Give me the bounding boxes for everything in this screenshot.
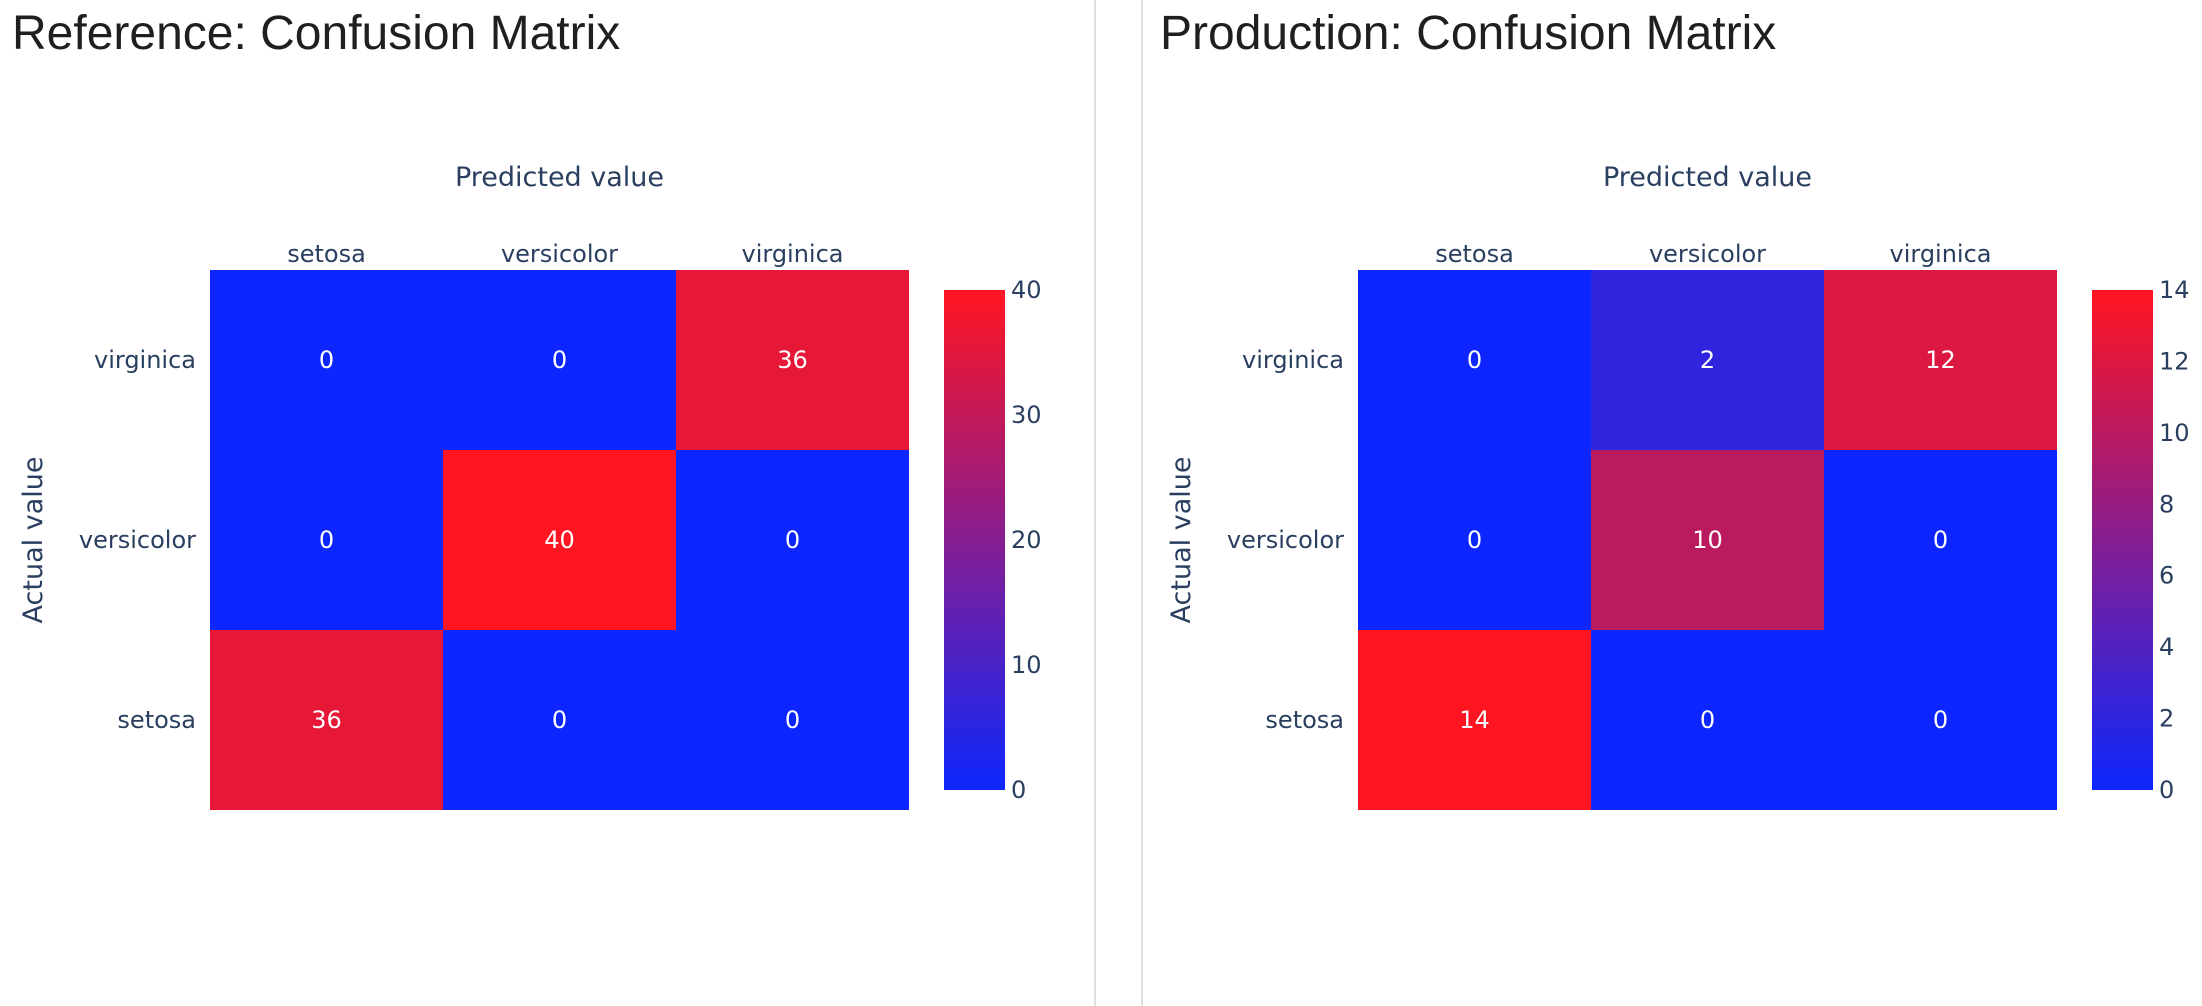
colorbar-tick-label: 2 [2159, 705, 2174, 733]
cell-value-label: 0 [1467, 526, 1482, 554]
colorbar-tick-label: 40 [1011, 276, 1042, 304]
production-confusion-matrix: Predicted value Actual value setosa versico… [1166, 162, 2190, 810]
x-tick-label: setosa [1435, 240, 1514, 268]
cell-value-label: 36 [311, 706, 342, 734]
heatmap-cell [1591, 450, 1824, 630]
heatmap-cell [1358, 270, 1591, 450]
x-tick-label: versicolor [501, 240, 618, 268]
heatmap-cell [676, 450, 909, 630]
colorbar-tick-label: 10 [1011, 651, 1042, 679]
heatmap-cell [443, 450, 676, 630]
cell-value-label: 0 [1933, 526, 1948, 554]
x-tick-label: virginica [1890, 240, 1992, 268]
reference-title: Reference: Confusion Matrix [12, 7, 621, 60]
heatmap-cell [676, 630, 909, 810]
y-tick-label: versicolor [79, 526, 196, 554]
heatmap-cell [443, 270, 676, 450]
x-axis-title: Predicted value [1603, 162, 1812, 193]
cell-value-label: 0 [552, 706, 567, 734]
heatmap-cell [1824, 450, 2057, 630]
cell-value-label: 0 [552, 346, 567, 374]
colorbar-tick-label: 6 [2159, 562, 2174, 590]
heatmap-cell [210, 630, 443, 810]
reference-confusion-matrix: Predicted value Actual value setosa versico… [18, 162, 1042, 810]
heatmap-cell [1591, 630, 1824, 810]
y-tick-label: setosa [117, 706, 196, 734]
heatmap-cell [1358, 630, 1591, 810]
cell-value-label: 10 [1692, 526, 1723, 554]
cell-value-label: 12 [1925, 346, 1956, 374]
cell-value-label: 0 [1933, 706, 1948, 734]
cell-value-label: 40 [544, 526, 575, 554]
colorbar [944, 290, 1005, 790]
heatmap-cell [443, 630, 676, 810]
heatmap-cell [1591, 270, 1824, 450]
panel-divider [1094, 0, 1096, 1006]
colorbar-tick-label: 30 [1011, 401, 1042, 429]
cell-value-label: 0 [785, 706, 800, 734]
y-tick-label: versicolor [1227, 526, 1344, 554]
x-tick-label: virginica [742, 240, 844, 268]
reference-panel: Reference: Confusion Matrix Predicted va… [0, 0, 1095, 1006]
panel-divider [1141, 0, 1143, 1006]
heatmap-cell [1824, 270, 2057, 450]
production-title: Production: Confusion Matrix [1160, 7, 1777, 60]
x-tick-label: setosa [287, 240, 366, 268]
colorbar-tick-label: 4 [2159, 633, 2174, 661]
cell-value-label: 36 [777, 346, 808, 374]
colorbar-tick-label: 14 [2159, 276, 2190, 304]
heatmap-cell [1358, 450, 1591, 630]
colorbar-tick-label: 8 [2159, 490, 2174, 518]
cell-value-label: 0 [1467, 346, 1482, 374]
cell-value-label: 0 [785, 526, 800, 554]
production-panel: Production: Confusion Matrix Predicted v… [1148, 0, 2202, 1006]
x-axis-title: Predicted value [455, 162, 664, 193]
heatmap-cell [210, 270, 443, 450]
y-axis-title: Actual value [1166, 457, 1197, 624]
heatmap-cell [676, 270, 909, 450]
y-tick-label: setosa [1265, 706, 1344, 734]
colorbar-tick-label: 0 [1011, 776, 1026, 804]
heatmap-cell [1824, 630, 2057, 810]
cell-value-label: 0 [319, 346, 334, 374]
cell-value-label: 2 [1700, 346, 1715, 374]
y-tick-label: virginica [94, 346, 196, 374]
colorbar-tick-label: 0 [2159, 776, 2174, 804]
cell-value-label: 0 [319, 526, 334, 554]
colorbar-tick-label: 12 [2159, 347, 2190, 375]
cell-value-label: 14 [1459, 706, 1490, 734]
y-tick-label: virginica [1242, 346, 1344, 374]
heatmap-cell [210, 450, 443, 630]
colorbar [2092, 290, 2153, 790]
colorbar-tick-label: 10 [2159, 419, 2190, 447]
colorbar-tick-label: 20 [1011, 526, 1042, 554]
cell-value-label: 0 [1700, 706, 1715, 734]
x-tick-label: versicolor [1649, 240, 1766, 268]
y-axis-title: Actual value [18, 457, 49, 624]
